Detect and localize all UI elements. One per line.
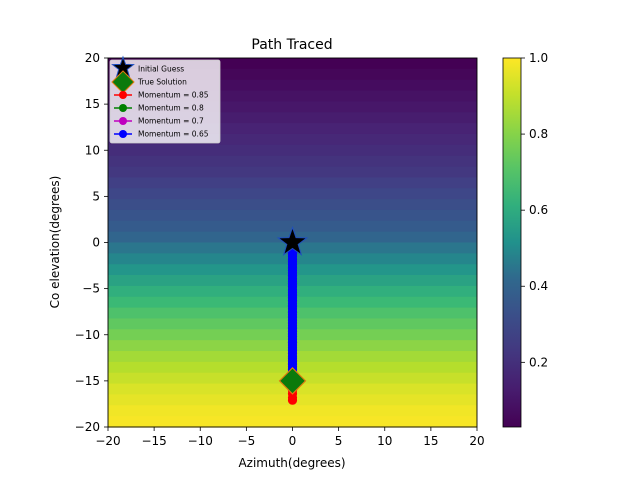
y-tick-label: −15 [75, 374, 100, 388]
legend-dot-icon [119, 130, 127, 138]
true-solution-marker [278, 367, 307, 395]
heatmap-row [108, 68, 477, 81]
x-tick-label: −20 [95, 434, 120, 448]
legend-label: Momentum = 0.65 [138, 130, 209, 139]
heatmap-row [108, 133, 477, 146]
legend-dot-icon [119, 104, 127, 112]
legend-label: True Solution [137, 78, 187, 87]
y-tick-label: −10 [75, 328, 100, 342]
legend-dot-icon [119, 117, 127, 125]
y-tick-label: 20 [85, 51, 100, 65]
x-tick-label: 0 [289, 434, 297, 448]
colorbar-tick-label: 0.2 [529, 355, 548, 369]
colorbar-gradient [502, 57, 522, 428]
heatmap-row [108, 90, 477, 103]
legend-label: Momentum = 0.7 [138, 117, 204, 126]
x-tick-label: 15 [423, 434, 438, 448]
x-tick-label: −15 [141, 434, 166, 448]
solution-markers [276, 225, 309, 395]
heatmap-row [108, 166, 477, 178]
x-axis-label: Azimuth(degrees) [238, 456, 345, 470]
colorbar-ticks: 0.2 0.4 0.6 0.8 1.0 [521, 51, 548, 369]
legend-box [109, 59, 221, 144]
chart-title: Path Traced [251, 37, 332, 53]
y-axis-label: Co elevation(degrees) [48, 176, 62, 309]
colorbar-tick-label: 0.6 [529, 203, 548, 217]
heatmap-row [108, 101, 477, 113]
x-tick-label: 20 [469, 434, 484, 448]
heatmap-row [108, 58, 477, 70]
y-tick-label: 0 [92, 236, 100, 250]
heatmap-row [108, 209, 477, 222]
x-tick-label: 10 [377, 434, 392, 448]
colorbar-tick-label: 1.0 [529, 51, 548, 65]
heatmap-row [108, 79, 477, 92]
legend-label: Initial Guess [138, 65, 184, 74]
legend-dot-icon [119, 91, 127, 99]
heatmap-row [108, 123, 477, 135]
initial-guess-marker [276, 225, 309, 256]
legend-label: Momentum = 0.8 [138, 104, 204, 113]
y-tick-label: −20 [75, 420, 100, 434]
heatmap-row [108, 155, 477, 168]
legend-label: Momentum = 0.85 [138, 91, 209, 100]
colorbar-tick-label: 0.4 [529, 279, 548, 293]
y-tick-label: 10 [85, 143, 100, 157]
x-axis-ticks: −20 −15 −10 −5 0 5 10 15 20 [95, 427, 485, 448]
colorbar [502, 57, 522, 428]
heatmap-row [108, 188, 477, 200]
x-tick-label: −5 [238, 434, 256, 448]
x-tick-label: 5 [335, 434, 343, 448]
heatmap-row [108, 405, 477, 417]
heatmap-row [108, 199, 477, 211]
y-tick-label: 15 [85, 97, 100, 111]
colorbar-tick-label: 0.8 [529, 127, 548, 141]
x-tick-label: −10 [188, 434, 213, 448]
heatmap-row [108, 416, 477, 428]
y-tick-label: 5 [92, 189, 100, 203]
y-tick-label: −5 [82, 282, 100, 296]
legend: Initial Guess True Solution Momentum = 0.8… [109, 55, 221, 144]
heatmap-row [108, 144, 477, 157]
series-point [287, 395, 298, 405]
heatmap-row [108, 112, 477, 124]
heatmap-row [108, 177, 477, 189]
y-axis-ticks: −20 −15 −10 −5 0 5 10 15 20 [75, 51, 108, 434]
